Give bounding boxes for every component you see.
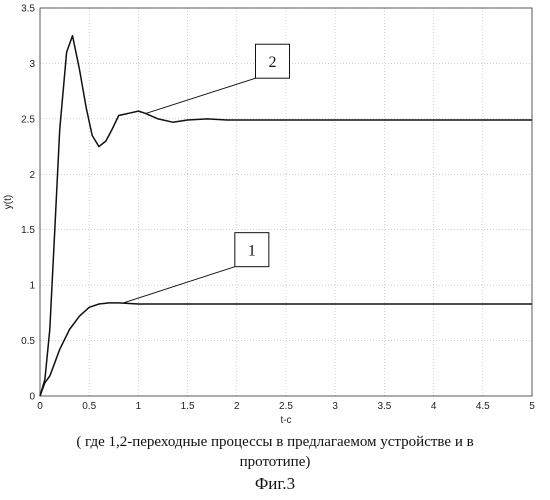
y-tick-label: 3 xyxy=(29,59,35,70)
callout-label-1: 1 xyxy=(248,243,256,260)
figure-caption: ( где 1,2-переходные процессы в предлага… xyxy=(0,432,550,472)
line-chart: 0 0.5 1 1.5 2 2.5 3 3.5 4 4.5 5 0 0.5 1 1.5 2 2.5 3 3.5 t-c… xyxy=(0,0,550,430)
x-tick-label: 3 xyxy=(332,401,338,412)
y-tick-label: 0.5 xyxy=(21,336,35,347)
x-tick-label: 3.5 xyxy=(377,401,391,412)
x-tick-label: 0 xyxy=(37,401,43,412)
y-tick-label: 3.5 xyxy=(21,4,35,15)
x-tick-label: 4.5 xyxy=(476,401,490,412)
y-axis-label: y(t) xyxy=(3,195,14,209)
x-tick-label: 1.5 xyxy=(181,401,195,412)
y-tick-label: 2.5 xyxy=(21,114,35,125)
x-tick-label: 2 xyxy=(234,401,240,412)
y-tick-label: 1.5 xyxy=(21,225,35,236)
y-tick-label: 0 xyxy=(29,392,35,403)
series-line-1 xyxy=(40,303,532,396)
x-tick-label: 0.5 xyxy=(82,401,96,412)
y-tick-label: 2 xyxy=(29,170,35,181)
x-tick-label: 4 xyxy=(431,401,437,412)
caption-line-2: прототипе) xyxy=(0,452,550,472)
callout-leader-1 xyxy=(124,267,235,303)
x-tick-label: 2.5 xyxy=(279,401,293,412)
x-tick-label: 5 xyxy=(529,401,535,412)
x-axis-label: t-c xyxy=(280,415,291,426)
caption-line-1: ( где 1,2-переходные процессы в предлага… xyxy=(0,432,550,452)
y-tick-label: 1 xyxy=(29,281,35,292)
callout-label-2: 2 xyxy=(268,54,276,71)
x-tick-label: 1 xyxy=(136,401,142,412)
figure-label: Фиг.3 xyxy=(0,474,550,494)
callout-leader-2 xyxy=(146,78,255,113)
